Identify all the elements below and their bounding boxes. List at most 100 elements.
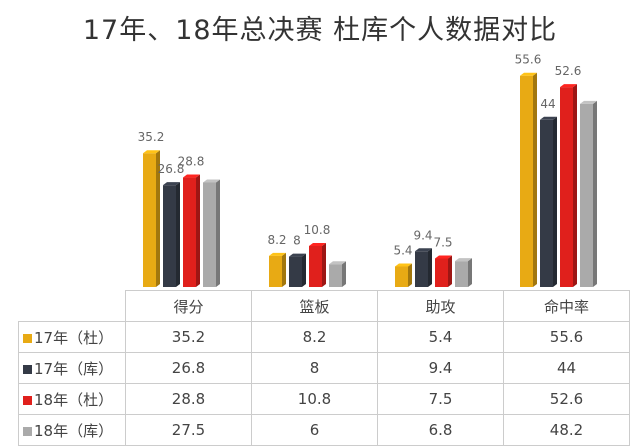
bar-side bbox=[448, 255, 452, 287]
legend-label: 18年（杜） bbox=[34, 390, 114, 409]
data-label: 7.5 bbox=[433, 236, 452, 250]
bar bbox=[269, 255, 282, 287]
bar-top bbox=[329, 261, 346, 265]
table-row: 18年（杜） 28.8 10.8 7.5 52.6 bbox=[18, 383, 630, 415]
legend-entry: 17年（杜） bbox=[18, 321, 126, 353]
bar-side bbox=[553, 116, 557, 287]
bar-side bbox=[216, 179, 220, 287]
bar-top bbox=[455, 258, 472, 262]
bar-side bbox=[282, 252, 286, 287]
table-cell: 8.2 bbox=[251, 321, 378, 353]
legend-swatch bbox=[23, 426, 32, 436]
table-cell: 28.8 bbox=[125, 383, 252, 415]
bar-side bbox=[408, 263, 412, 287]
data-label: 35.2 bbox=[138, 130, 165, 144]
bar-side bbox=[156, 150, 160, 287]
bar bbox=[163, 185, 176, 287]
bar bbox=[309, 245, 322, 287]
legend-label: 18年（库） bbox=[34, 421, 114, 440]
column-header: 命中率 bbox=[503, 290, 630, 322]
bar-side bbox=[468, 258, 472, 287]
legend-swatch bbox=[23, 395, 32, 405]
table-cell: 27.5 bbox=[125, 414, 252, 446]
bar-chart: 35.2 26.828.8 8.2 810.8 5.49.47.5 55.6 44 52.6 bbox=[138, 53, 597, 288]
legend-entry: 18年（库） bbox=[18, 414, 126, 446]
bar-top bbox=[435, 255, 452, 259]
bar-top bbox=[580, 100, 597, 104]
bar bbox=[520, 75, 533, 287]
data-label: 8 bbox=[293, 234, 301, 248]
data-label: 52.6 bbox=[555, 64, 582, 78]
bar bbox=[203, 182, 216, 287]
table-row: 18年（库） 27.5 6 6.8 48.2 bbox=[18, 414, 630, 446]
bar bbox=[560, 87, 573, 288]
bar-top bbox=[269, 252, 286, 256]
table-cell: 6 bbox=[251, 414, 378, 446]
bar-side bbox=[302, 253, 306, 287]
table-cell: 5.4 bbox=[377, 321, 504, 353]
bar-top bbox=[163, 182, 180, 186]
bar-top bbox=[560, 84, 577, 88]
bar-top bbox=[183, 174, 200, 178]
table-cell: 55.6 bbox=[503, 321, 630, 353]
bar bbox=[580, 103, 593, 287]
bar-top bbox=[540, 116, 557, 120]
bar-side bbox=[428, 248, 432, 287]
data-label: 9.4 bbox=[413, 228, 432, 242]
data-label: 5.4 bbox=[393, 243, 412, 257]
bar bbox=[183, 177, 196, 287]
bar-side bbox=[573, 84, 577, 288]
bar bbox=[455, 261, 468, 287]
legend-entry: 17年（库） bbox=[18, 352, 126, 384]
table-cell: 7.5 bbox=[377, 383, 504, 415]
bar bbox=[540, 119, 553, 287]
legend-label: 17年（库） bbox=[34, 359, 114, 378]
data-label: 26.8 bbox=[158, 162, 185, 176]
table-cell: 10.8 bbox=[251, 383, 378, 415]
table-cell: 44 bbox=[503, 352, 630, 384]
bar-side bbox=[593, 100, 597, 287]
bar bbox=[435, 258, 448, 287]
column-header: 得分 bbox=[125, 290, 252, 322]
data-label: 44 bbox=[540, 97, 555, 111]
bar bbox=[395, 266, 408, 287]
bar-side bbox=[533, 72, 537, 287]
table-corner bbox=[18, 290, 126, 322]
column-header: 篮板 bbox=[251, 290, 378, 322]
bar bbox=[143, 153, 156, 287]
bar-top bbox=[289, 253, 306, 257]
table-cell: 26.8 bbox=[125, 352, 252, 384]
bar-side bbox=[342, 261, 346, 287]
data-table: 得分 篮板 助攻 命中率 17年（杜） 35.2 8.2 5.4 55.6 17年（库） 26.8… bbox=[18, 290, 630, 446]
table-cell: 6.8 bbox=[377, 414, 504, 446]
table-cell: 52.6 bbox=[503, 383, 630, 415]
bar-top bbox=[143, 150, 160, 154]
data-label: 55.6 bbox=[515, 53, 542, 67]
table-row: 17年（库） 26.8 8 9.4 44 bbox=[18, 352, 630, 384]
data-label: 8.2 bbox=[267, 233, 286, 247]
bar bbox=[329, 264, 342, 287]
data-label: 10.8 bbox=[304, 223, 331, 237]
bar-top bbox=[203, 179, 220, 183]
column-header: 助攻 bbox=[377, 290, 504, 322]
table-cell: 48.2 bbox=[503, 414, 630, 446]
legend-entry: 18年（杜） bbox=[18, 383, 126, 415]
bar-top bbox=[395, 263, 412, 267]
bar-side bbox=[176, 182, 180, 287]
bar-top bbox=[520, 72, 537, 76]
bar bbox=[415, 251, 428, 287]
legend-label: 17年（杜） bbox=[34, 328, 114, 347]
table-cell: 8 bbox=[251, 352, 378, 384]
legend-swatch bbox=[23, 364, 32, 374]
data-label: 28.8 bbox=[178, 155, 205, 169]
bar-side bbox=[322, 242, 326, 287]
table-cell: 35.2 bbox=[125, 321, 252, 353]
bar-side bbox=[196, 174, 200, 287]
table-row: 17年（杜） 35.2 8.2 5.4 55.6 bbox=[18, 321, 630, 353]
bar-top bbox=[309, 242, 326, 246]
chart-title: 17年、18年总决赛 杜库个人数据对比 bbox=[82, 15, 558, 46]
bar-top bbox=[415, 248, 432, 252]
legend-swatch bbox=[23, 333, 32, 343]
table-cell: 9.4 bbox=[377, 352, 504, 384]
bar bbox=[289, 256, 302, 287]
